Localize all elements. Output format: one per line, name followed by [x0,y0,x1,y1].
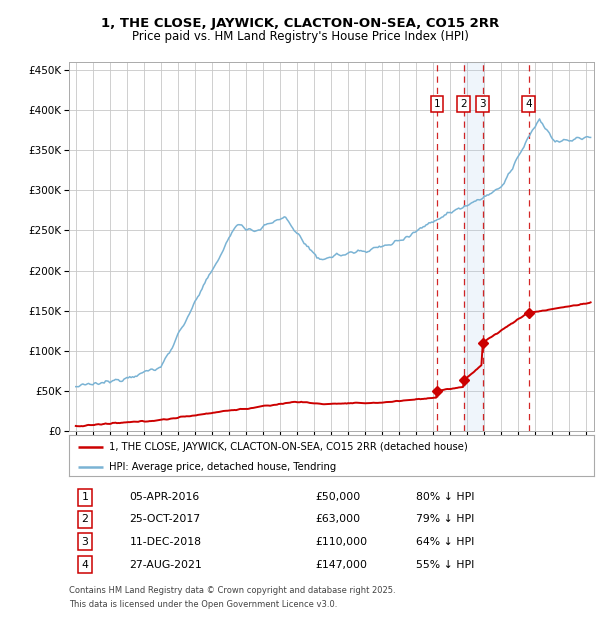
Text: 55% ↓ HPI: 55% ↓ HPI [415,560,474,570]
Text: 25-OCT-2017: 25-OCT-2017 [130,515,200,525]
Bar [464,62,483,431]
Text: 11-DEC-2018: 11-DEC-2018 [130,536,202,547]
Text: 1, THE CLOSE, JAYWICK, CLACTON-ON-SEA, CO15 2RR: 1, THE CLOSE, JAYWICK, CLACTON-ON-SEA, C… [101,17,499,30]
Text: 1, THE CLOSE, JAYWICK, CLACTON-ON-SEA, CO15 2RR (detached house): 1, THE CLOSE, JAYWICK, CLACTON-ON-SEA, C… [109,441,468,451]
Text: This data is licensed under the Open Government Licence v3.0.: This data is licensed under the Open Gov… [69,600,337,609]
Text: 2: 2 [460,99,467,108]
Text: 05-APR-2016: 05-APR-2016 [130,492,200,502]
Text: 80% ↓ HPI: 80% ↓ HPI [415,492,474,502]
Text: 4: 4 [525,99,532,108]
Text: 27-AUG-2021: 27-AUG-2021 [130,560,202,570]
Text: £110,000: £110,000 [316,536,368,547]
Text: 1: 1 [434,99,440,108]
Text: 79% ↓ HPI: 79% ↓ HPI [415,515,474,525]
Text: HPI: Average price, detached house, Tendring: HPI: Average price, detached house, Tend… [109,462,337,472]
Text: 4: 4 [82,560,88,570]
Text: Price paid vs. HM Land Registry's House Price Index (HPI): Price paid vs. HM Land Registry's House … [131,30,469,43]
Text: Contains HM Land Registry data © Crown copyright and database right 2025.: Contains HM Land Registry data © Crown c… [69,586,395,595]
Text: £50,000: £50,000 [316,492,361,502]
Text: 2: 2 [82,515,88,525]
Text: £63,000: £63,000 [316,515,361,525]
Text: 64% ↓ HPI: 64% ↓ HPI [415,536,474,547]
Text: 3: 3 [479,99,486,108]
Text: £147,000: £147,000 [316,560,368,570]
Text: 3: 3 [82,536,88,547]
Text: 1: 1 [82,492,88,502]
